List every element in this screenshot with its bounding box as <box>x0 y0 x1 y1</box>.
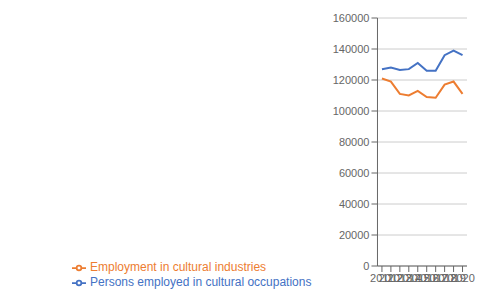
svg-text:120000: 120000 <box>333 74 370 86</box>
svg-text:0: 0 <box>363 260 369 272</box>
svg-text:60000: 60000 <box>339 167 370 179</box>
svg-text:20000: 20000 <box>339 229 370 241</box>
svg-text:2020: 2020 <box>450 272 474 284</box>
svg-text:80000: 80000 <box>339 136 370 148</box>
svg-text:140000: 140000 <box>333 43 370 55</box>
html-text:Persons employed in cultural o: Persons employed in cultural occupations <box>90 275 312 290</box>
html-text:Employment in cultural industr: Employment in cultural industries <box>90 260 267 275</box>
svg-text:160000: 160000 <box>333 12 370 24</box>
svg-text:100000: 100000 <box>333 105 370 117</box>
svg-text:40000: 40000 <box>339 198 370 210</box>
